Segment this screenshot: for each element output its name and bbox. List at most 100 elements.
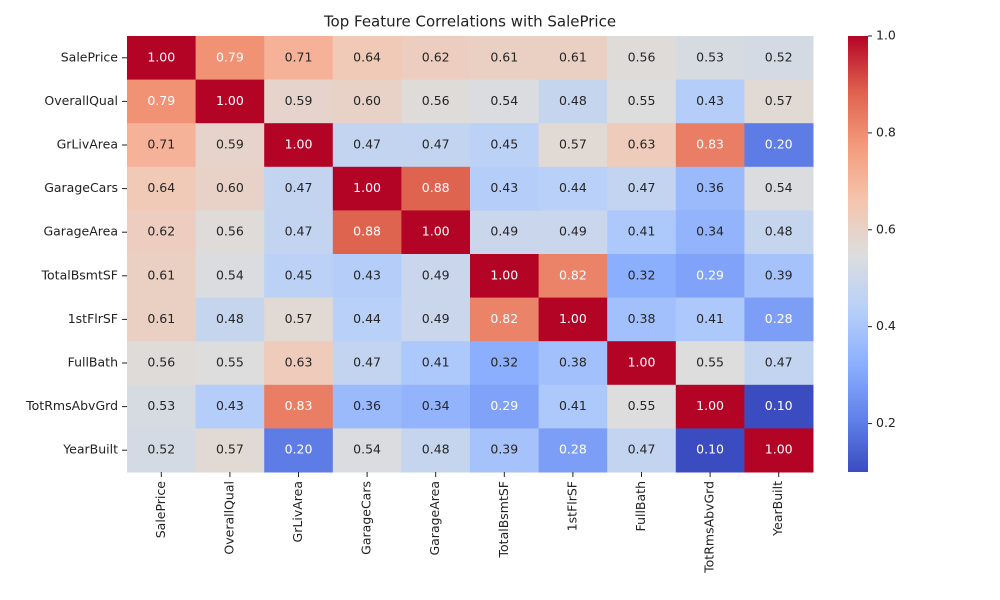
cell-label: 0.49 [422,311,450,326]
cell-label: 1.00 [696,398,724,413]
x-tick-label: GrLivArea [290,481,305,542]
heatmap-cell [675,210,745,255]
x-tick-label: TotRmsAbvGrd [702,481,717,574]
cell-label: 0.83 [696,137,724,152]
colorbar-tick-label: 0.6 [876,221,896,236]
heatmap-cell [538,36,608,81]
heatmap-cell [332,166,402,211]
cell-label: 0.48 [216,311,244,326]
cell-label: 0.34 [696,224,724,239]
chart-title: Top Feature Correlations with SalePrice [323,13,616,31]
cell-label: 0.10 [765,398,793,413]
heatmap-cell [127,166,197,211]
cell-label: 1.00 [422,224,450,239]
cell-label: 0.55 [696,355,724,370]
cell-label: 0.32 [628,267,656,282]
heatmap-cell [127,79,197,124]
heatmap-cell [538,79,608,124]
cell-label: 0.57 [216,442,244,457]
cell-label: 0.53 [147,398,175,413]
heatmap-cell [470,428,540,473]
x-tick-label: YearBuilt [770,481,785,537]
colorbar-tick-label: 0.4 [876,318,896,333]
cell-label: 0.60 [216,180,244,195]
colorbar-tick-label: 1.0 [876,28,896,43]
y-tick-label: GarageCars [44,180,118,195]
heatmap-cell [470,123,540,168]
heatmap-cell [744,79,814,124]
heatmap-cell [470,210,540,255]
heatmap-cell [675,384,745,429]
cell-label: 0.62 [422,49,450,64]
heatmap-cell [332,123,402,168]
cell-label: 0.43 [216,398,244,413]
colorbar [848,36,868,472]
cell-label: 0.53 [696,49,724,64]
cell-label: 0.52 [765,49,793,64]
y-tick-label: GarageArea [43,224,118,239]
cell-label: 0.47 [285,180,313,195]
heatmap-cell [332,297,402,342]
heatmap-cell [127,210,197,255]
heatmap-cell [195,36,265,81]
cell-label: 0.57 [559,137,587,152]
colorbar-tick-label: 0.8 [876,124,896,139]
heatmap-cell [264,166,334,211]
cell-label: 0.38 [559,355,587,370]
cell-label: 1.00 [353,180,381,195]
heatmap-cell [470,254,540,299]
heatmap-cell [401,210,471,255]
cell-label: 0.55 [216,355,244,370]
cell-label: 0.54 [490,93,518,108]
cell-label: 0.45 [285,267,313,282]
cell-label: 0.47 [422,137,450,152]
heatmap-cell [675,166,745,211]
cell-label: 0.49 [422,267,450,282]
heatmap-cell [607,384,677,429]
y-tick-label: 1stFlrSF [68,311,118,326]
heatmap-cell [264,341,334,386]
cell-label: 0.61 [147,267,175,282]
heatmap-cell [401,384,471,429]
cell-label: 0.41 [628,224,656,239]
cell-label: 0.32 [490,355,518,370]
cell-label: 0.44 [353,311,381,326]
x-tick-label: 1stFlrSF [564,481,579,531]
cell-label: 0.63 [628,137,656,152]
heatmap-cell [127,254,197,299]
cell-label: 0.28 [559,442,587,457]
cell-label: 0.57 [765,93,793,108]
heatmap-cell [607,254,677,299]
heatmap-cell [264,254,334,299]
heatmap-cell [744,428,814,473]
cell-label: 0.88 [353,224,381,239]
heatmap-cell [675,297,745,342]
heatmap-cell [127,428,197,473]
heatmap-cell [264,428,334,473]
heatmap-cell [538,166,608,211]
heatmap-cell [127,341,197,386]
heatmap-cell [538,297,608,342]
cell-label: 0.63 [285,355,313,370]
cell-label: 0.56 [216,224,244,239]
heatmap-cell [538,123,608,168]
x-tick-label: FullBath [633,481,648,531]
cell-label: 0.71 [147,137,175,152]
cell-label: 0.47 [353,355,381,370]
heatmap-cell [195,254,265,299]
heatmap-cell [744,210,814,255]
cell-label: 0.59 [285,93,313,108]
cell-label: 0.61 [559,49,587,64]
cell-label: 1.00 [765,442,793,457]
heatmap-cell [744,297,814,342]
cell-label: 0.41 [559,398,587,413]
heatmap-cell [195,166,265,211]
cell-label: 1.00 [216,93,244,108]
heatmap-cell [470,166,540,211]
cell-label: 0.55 [628,398,656,413]
cell-label: 1.00 [559,311,587,326]
heatmap-cell [332,36,402,81]
heatmap-cell [470,297,540,342]
heatmap-cell [607,210,677,255]
cell-label: 0.88 [422,180,450,195]
